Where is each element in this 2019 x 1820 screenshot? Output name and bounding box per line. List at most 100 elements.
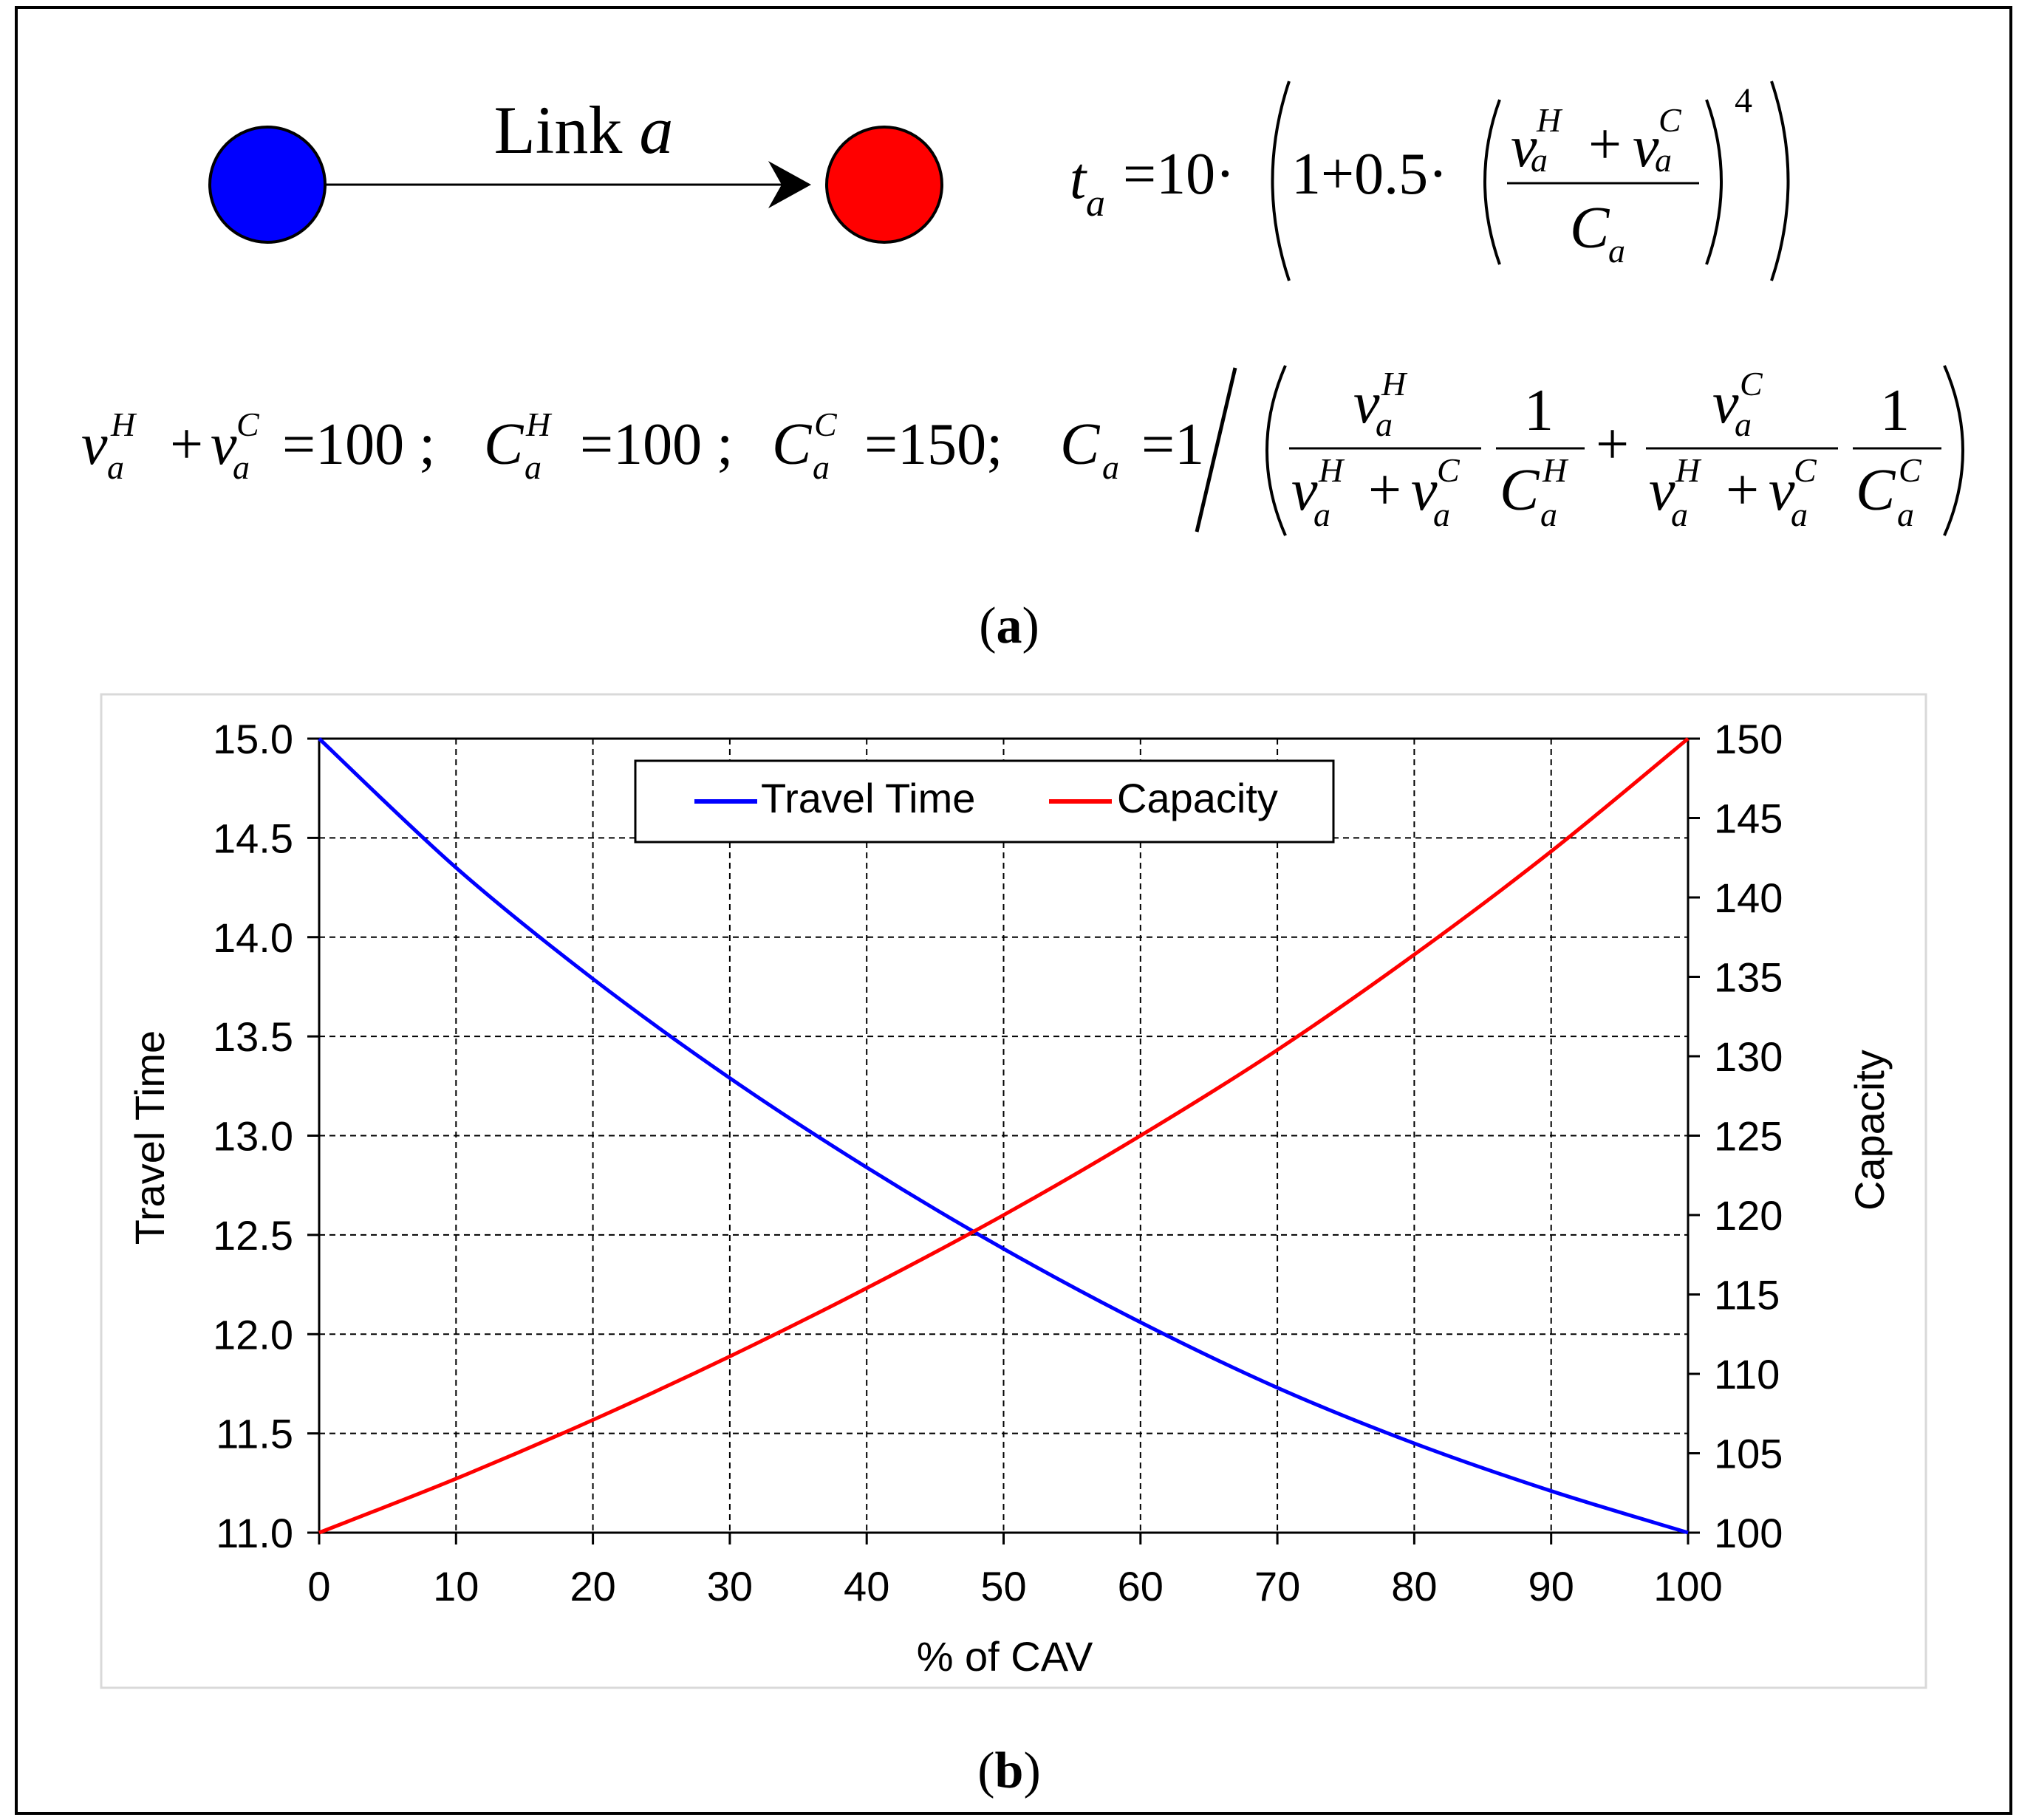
- division-slash: [1195, 367, 1237, 533]
- left-paren-outer: [1271, 81, 1291, 281]
- t2-c-sup: C: [1899, 451, 1922, 489]
- y-tick-label: 11.0: [216, 1510, 293, 1556]
- ca-right-paren: [1943, 365, 1964, 536]
- param-cc-sup: C: [814, 406, 838, 443]
- y2-tick-label: 100: [1714, 1510, 1783, 1556]
- link-arrow-head: [768, 161, 811, 208]
- param-ch-sub: a: [525, 448, 542, 486]
- t1-den-sub-1: a: [1313, 496, 1330, 533]
- t1-den-sub-2: a: [1433, 496, 1450, 533]
- x-tick-label: 80: [1391, 1563, 1437, 1609]
- y-tick-label: 12.5: [213, 1212, 293, 1259]
- t2-den-v-h: v: [1649, 458, 1675, 523]
- t2-num-v: v: [1712, 371, 1739, 436]
- num-v-h: v: [1511, 114, 1537, 179]
- num-plus: +: [1588, 112, 1622, 177]
- destination-node: [825, 126, 943, 244]
- y2-tick-label: 105: [1714, 1431, 1783, 1477]
- y-tick-label: 13.0: [213, 1113, 293, 1160]
- t2-den-sub-2: a: [1791, 496, 1808, 533]
- x-tick-label: 90: [1528, 1563, 1574, 1609]
- panel-b: 0 10 20 30 40 50 60 70 80 90 100 11.011.512.012.51…: [100, 693, 1927, 1689]
- t2-num-sub: a: [1735, 406, 1752, 443]
- y-axis-title: Travel Time: [126, 1030, 173, 1245]
- parameter-formula: v H a + v C a =100 ; C H a =100 ; C C a …: [81, 365, 1964, 536]
- exponent: 4: [1735, 81, 1752, 120]
- y-tick-label: 14.5: [213, 815, 293, 861]
- param-ch-value: =100 ;: [580, 412, 733, 477]
- formula-ta-subscript: a: [1086, 182, 1105, 225]
- series-line-travel-time: [318, 737, 1689, 1535]
- num-sub-a-2: a: [1655, 141, 1672, 179]
- y2-tick-label: 125: [1714, 1113, 1783, 1160]
- param-v-h: v: [81, 412, 108, 477]
- panel-a: Link a t a =10· 1+0.5· v H a + v C a C a…: [81, 81, 1964, 654]
- x-tick-label: 0: [307, 1563, 330, 1609]
- y2-tick-label: 145: [1714, 796, 1783, 842]
- y2-tick-label: 135: [1714, 954, 1783, 1001]
- param-sup-h: H: [110, 406, 137, 443]
- panel-b-caption: (b): [977, 1742, 1041, 1799]
- t2-one: 1: [1880, 378, 1910, 443]
- t2-den-sup-h: H: [1675, 451, 1702, 489]
- param-ch-sup: H: [525, 406, 553, 443]
- num-v-c: v: [1633, 114, 1659, 179]
- y2-tick-label: 130: [1714, 1033, 1783, 1080]
- travel-time-formula: t a =10· 1+0.5· v H a + v C a C a 4: [1070, 81, 1790, 281]
- y-tick-label: 14.0: [213, 914, 293, 961]
- origin-node: [208, 126, 327, 244]
- param-plus: +: [170, 412, 203, 477]
- series-layer: [318, 737, 1690, 1535]
- x-tick-label: 70: [1254, 1563, 1300, 1609]
- t1-num-v: v: [1353, 371, 1380, 436]
- param-ca: C: [1060, 412, 1101, 477]
- param-ca-sub: a: [1102, 448, 1119, 486]
- t1-c-sub: a: [1540, 496, 1557, 533]
- t1-c: C: [1500, 458, 1540, 523]
- y2-tick-label: 120: [1714, 1192, 1783, 1239]
- t1-den-sup-h: H: [1318, 451, 1345, 489]
- t1-num-sup: H: [1381, 365, 1408, 403]
- den-sub-a: a: [1608, 232, 1625, 270]
- x-tick-label: 30: [707, 1563, 753, 1609]
- legend: Travel Time Capacity: [634, 759, 1335, 844]
- t1-c-sup: H: [1542, 451, 1569, 489]
- param-c-h: C: [484, 412, 525, 477]
- num-sub-a-1: a: [1531, 141, 1548, 179]
- left-paren-inner: [1483, 99, 1501, 265]
- param-cc-sub: a: [813, 448, 830, 486]
- y2-tick-label: 110: [1714, 1351, 1780, 1398]
- y2-tick-label: 150: [1714, 716, 1783, 762]
- t1-num-sub: a: [1376, 406, 1393, 443]
- series-line-capacity: [318, 737, 1690, 1535]
- y-tick-label: 13.5: [213, 1013, 293, 1060]
- t2-c: C: [1856, 458, 1896, 523]
- param-cc-value: =150;: [864, 412, 1002, 477]
- param-sup-c: C: [236, 406, 260, 443]
- num-sup-c: C: [1658, 101, 1682, 139]
- t1-one: 1: [1524, 378, 1554, 443]
- y-tick-label: 11.5: [216, 1411, 293, 1457]
- x-tick-label: 100: [1653, 1563, 1722, 1609]
- x-axis-title: % of CAV: [917, 1633, 1093, 1680]
- t2-c-sub: a: [1897, 496, 1914, 533]
- y-tick-label: 15.0: [213, 716, 293, 762]
- formula-ta-inner: 1+0.5·: [1291, 142, 1448, 207]
- t2-den-sub-1: a: [1671, 496, 1688, 533]
- param-v-c: v: [211, 412, 237, 477]
- param-sub-a-1: a: [107, 448, 124, 486]
- right-paren-inner: [1705, 99, 1723, 265]
- t2-num-sup: C: [1740, 365, 1763, 403]
- t1-den-v-h: v: [1291, 458, 1318, 523]
- right-paren-outer: [1770, 81, 1790, 281]
- t1-den-sup-c: C: [1437, 451, 1461, 489]
- link-label: Link a: [494, 92, 674, 168]
- y2-tick-label: 140: [1714, 875, 1783, 921]
- ca-left-paren: [1265, 365, 1287, 536]
- t1-den-plus: +: [1368, 458, 1401, 523]
- x-tick-label: 50: [980, 1563, 1026, 1609]
- param-sub-a-2: a: [233, 448, 250, 486]
- formula-ta-equals: =10·: [1123, 142, 1235, 207]
- legend-label-capacity: Capacity: [1117, 775, 1278, 821]
- x-tick-labels: 0 10 20 30 40 50 60 70 80 90 100: [307, 1533, 1723, 1609]
